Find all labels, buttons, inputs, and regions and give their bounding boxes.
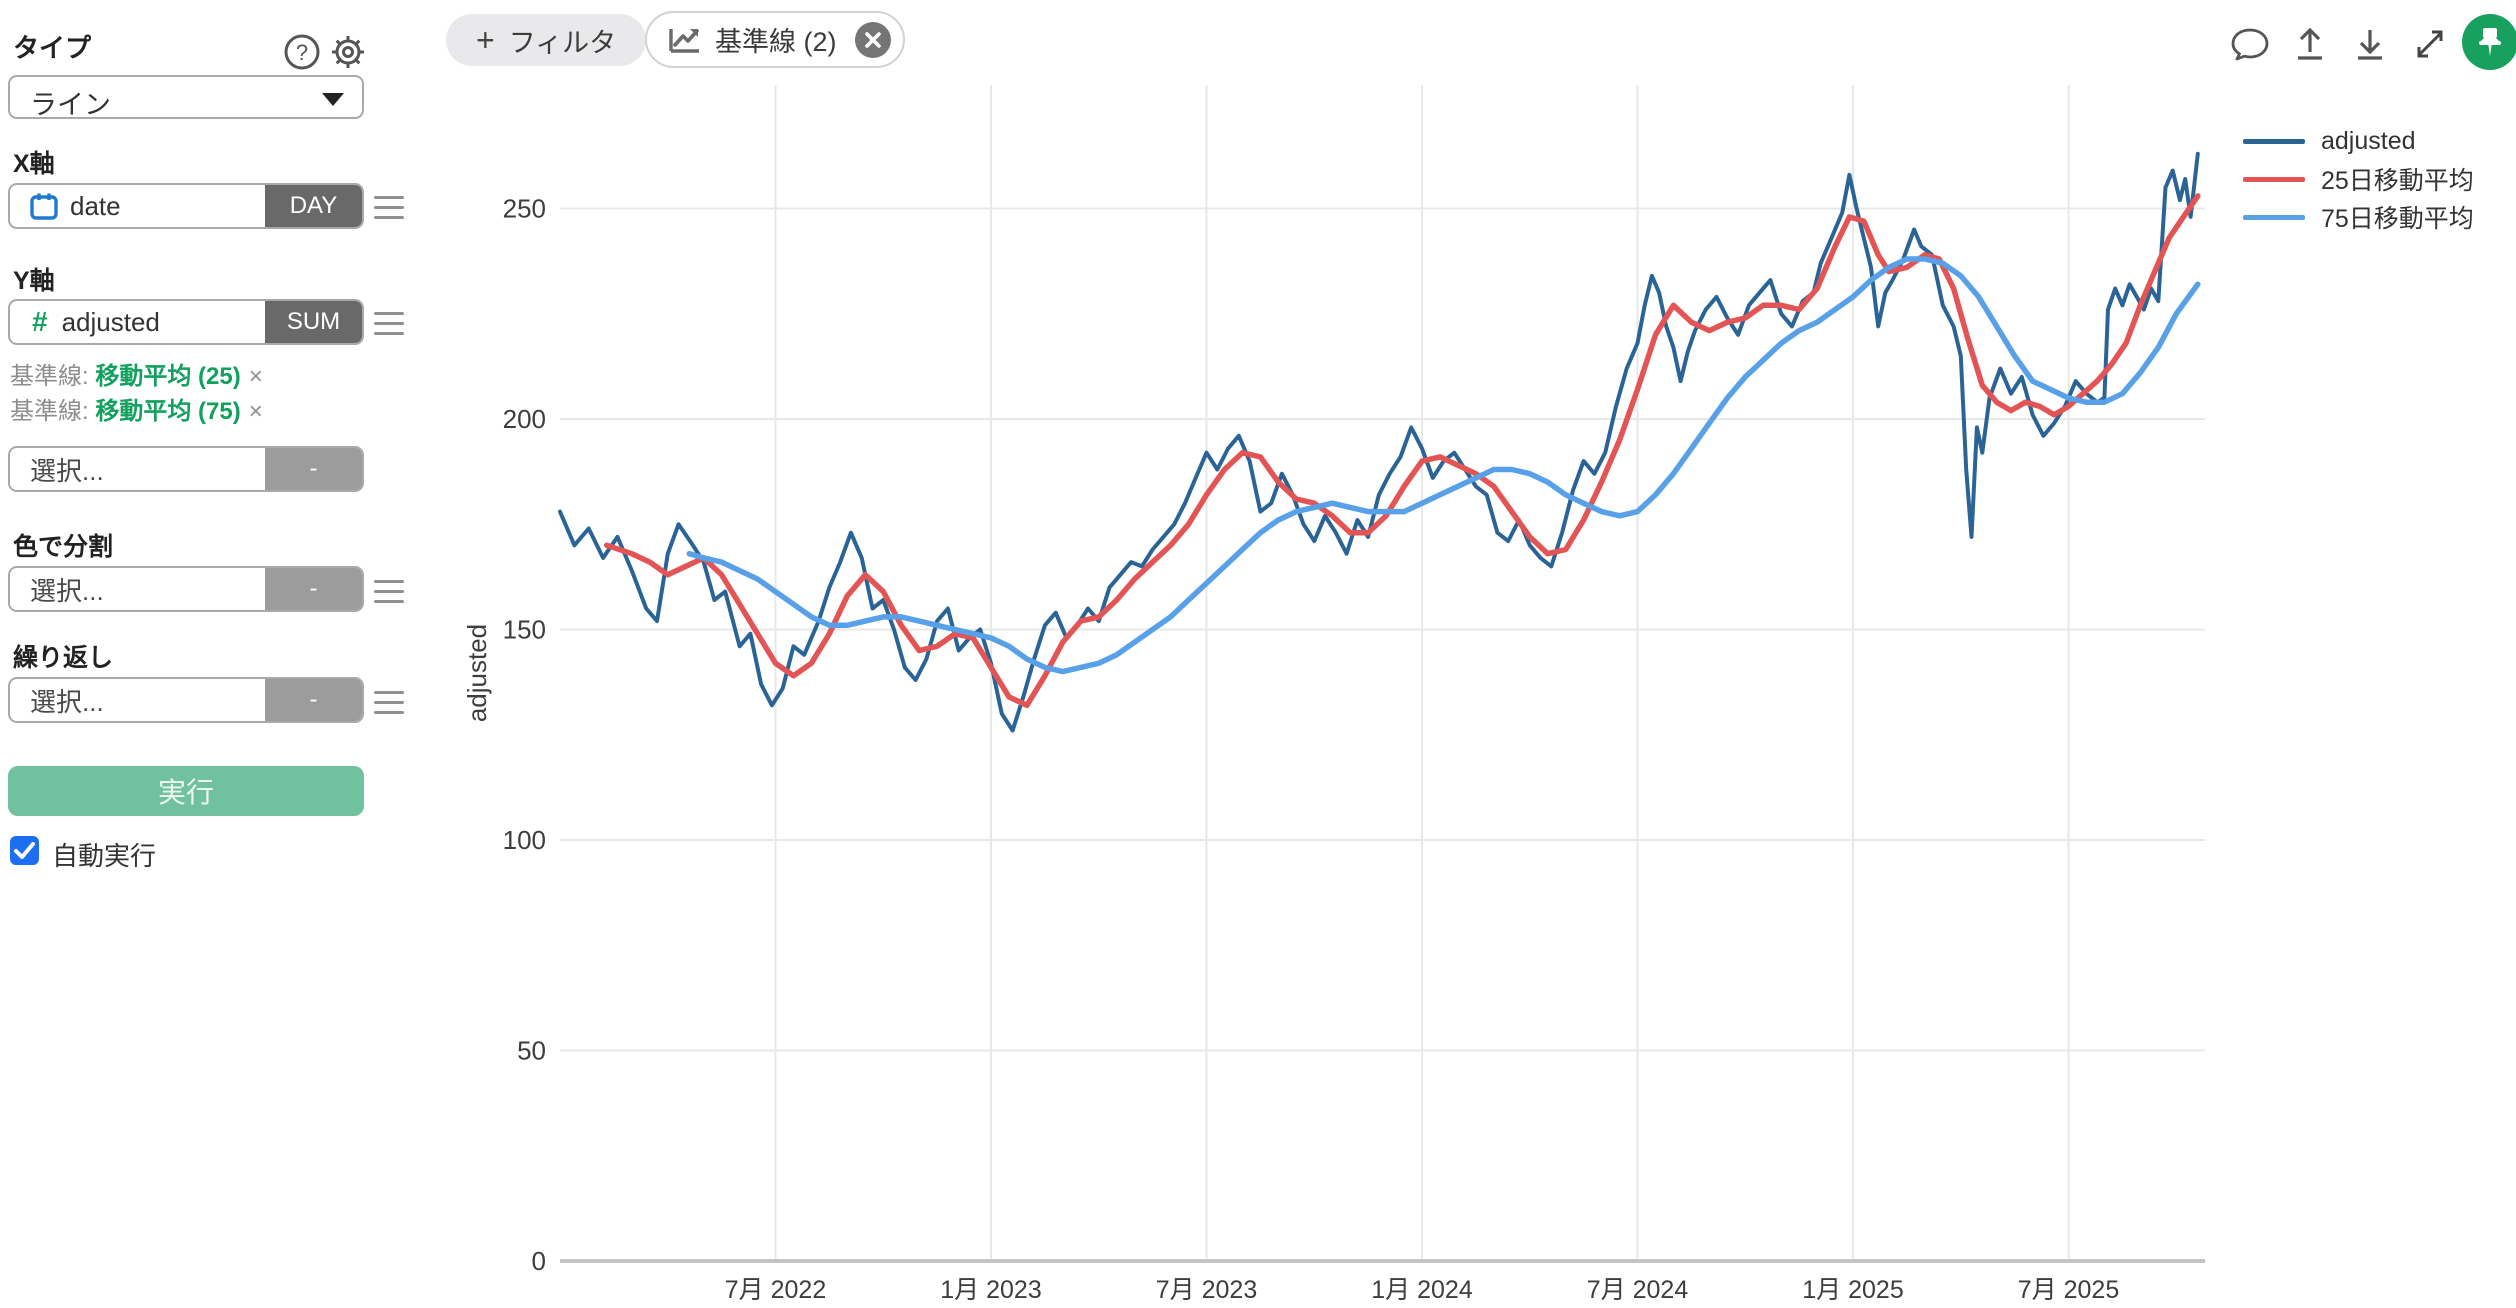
y-axis-section-label: Y軸 [13, 267, 55, 295]
x-tick-label: 1月 2025 [1802, 1276, 1903, 1304]
repeat-select[interactable]: 選択... - [8, 677, 364, 723]
baseline-item-25: 基準線: 移動平均 (25) × [10, 356, 263, 391]
baseline-chip-label: 基準線 (2) [715, 27, 837, 57]
legend-item-adjusted[interactable]: adjusted [2243, 122, 2474, 160]
y-tick-label: 100 [503, 825, 546, 855]
x-tick-label: 1月 2023 [940, 1276, 1041, 1304]
comment-bubble-icon [2231, 28, 2269, 61]
select-badge: - [265, 568, 362, 610]
color-menu-icon[interactable] [374, 580, 404, 606]
type-section-label: タイプ [13, 33, 92, 63]
close-icon [864, 31, 881, 48]
chart-settings-sidebar: タイプ ? ライン X軸 [0, 0, 430, 1308]
y-tick-label: 50 [517, 1036, 546, 1066]
plus-icon: + [476, 22, 495, 58]
color-section-label: 色で分割 [13, 533, 114, 561]
select-placeholder: 選択... [30, 455, 104, 486]
series-line-0 [558, 151, 2200, 733]
y-axis-column-name: adjusted [61, 306, 160, 337]
remove-baseline-icon[interactable]: × [248, 398, 263, 425]
y-axis-secondary-select[interactable]: 選択... - [8, 446, 364, 492]
help-button[interactable]: ? [282, 32, 322, 72]
series-line-2 [686, 256, 2201, 675]
x-tick-label: 1月 2024 [1371, 1276, 1473, 1304]
y-tick-label: 250 [503, 194, 546, 224]
numeric-hash-icon: # [32, 306, 48, 337]
add-filter-button[interactable]: + フィルタ [446, 14, 647, 66]
check-icon [14, 842, 35, 859]
y-axis-title: adjusted [462, 624, 492, 722]
x-axis-menu-icon[interactable] [374, 196, 404, 222]
y-tick-label: 200 [503, 404, 546, 434]
baseline-item-75: 基準線: 移動平均 (75) × [10, 391, 263, 426]
x-tick-label: 7月 2022 [725, 1276, 826, 1304]
help-icon: ? [284, 34, 320, 70]
color-select[interactable]: 選択... - [8, 566, 364, 612]
repeat-section-label: 繰り返し [13, 644, 114, 672]
legend-item-ma75[interactable]: 75日移動平均 [2243, 198, 2474, 236]
auto-run-checkbox[interactable] [10, 836, 39, 865]
baseline-chip[interactable]: 基準線 (2) [645, 11, 905, 68]
repeat-menu-icon[interactable] [374, 691, 404, 717]
legend-item-ma25[interactable]: 25日移動平均 [2243, 160, 2474, 198]
select-badge: - [265, 679, 362, 721]
x-tick-label: 7月 2023 [1156, 1276, 1257, 1304]
pushpin-icon [2479, 28, 2501, 56]
upload-button[interactable] [2288, 22, 2332, 66]
chart-type-value: ライン [30, 90, 111, 120]
select-badge: - [265, 448, 362, 490]
gear-icon [332, 36, 364, 68]
x-axis-column-name: date [70, 190, 121, 221]
pin-button[interactable] [2462, 14, 2516, 70]
x-axis-unit-button[interactable]: DAY [265, 185, 362, 227]
upload-icon [2298, 27, 2322, 60]
chart-type-select[interactable]: ライン [8, 75, 364, 120]
x-axis-field[interactable]: date DAY [8, 183, 364, 229]
add-filter-label: フィルタ [508, 27, 617, 58]
download-button[interactable] [2348, 22, 2392, 66]
legend-label: 75日移動平均 [2321, 205, 2474, 233]
remove-baseline-icon[interactable]: × [248, 363, 263, 390]
legend-line-swatch [2243, 176, 2305, 182]
comment-button[interactable] [2228, 22, 2272, 66]
y-tick-label: 150 [503, 615, 546, 645]
y-axis-menu-icon[interactable] [374, 312, 404, 338]
x-axis-section-label: X軸 [13, 150, 55, 178]
legend-label: adjusted [2321, 126, 2416, 155]
run-button[interactable]: 実行 [8, 766, 364, 816]
y-axis-field[interactable]: # adjusted SUM [8, 299, 364, 345]
expand-button[interactable] [2408, 22, 2452, 66]
expand-icon [2417, 30, 2443, 58]
pin-tail-decoration [2510, 40, 2516, 45]
legend-line-swatch [2243, 138, 2305, 144]
settings-button[interactable] [328, 32, 368, 72]
trend-line-icon [669, 28, 699, 53]
select-placeholder: 選択... [30, 575, 104, 606]
baseline-label[interactable]: 移動平均 (75) [95, 398, 241, 425]
chart-legend: adjusted 25日移動平均 75日移動平均 [2243, 122, 2474, 236]
legend-line-swatch [2243, 214, 2305, 220]
chevron-down-icon [322, 93, 344, 106]
y-axis-aggregate-button[interactable]: SUM [265, 301, 362, 343]
y-tick-label: 0 [532, 1246, 546, 1276]
legend-label: 25日移動平均 [2321, 167, 2474, 195]
series-line-1 [603, 193, 2201, 709]
x-tick-label: 7月 2025 [2018, 1276, 2119, 1304]
svg-text:?: ? [296, 40, 308, 65]
auto-run-label: 自動実行 [52, 841, 157, 871]
calendar-icon [30, 193, 58, 220]
baseline-prefix: 基準線: [10, 398, 89, 425]
download-icon [2358, 30, 2382, 60]
baseline-prefix: 基準線: [10, 363, 89, 390]
remove-chip-button[interactable] [854, 21, 891, 58]
baseline-label[interactable]: 移動平均 (25) [95, 363, 241, 390]
select-placeholder: 選択... [30, 686, 104, 717]
x-tick-label: 7月 2024 [1587, 1276, 1689, 1304]
